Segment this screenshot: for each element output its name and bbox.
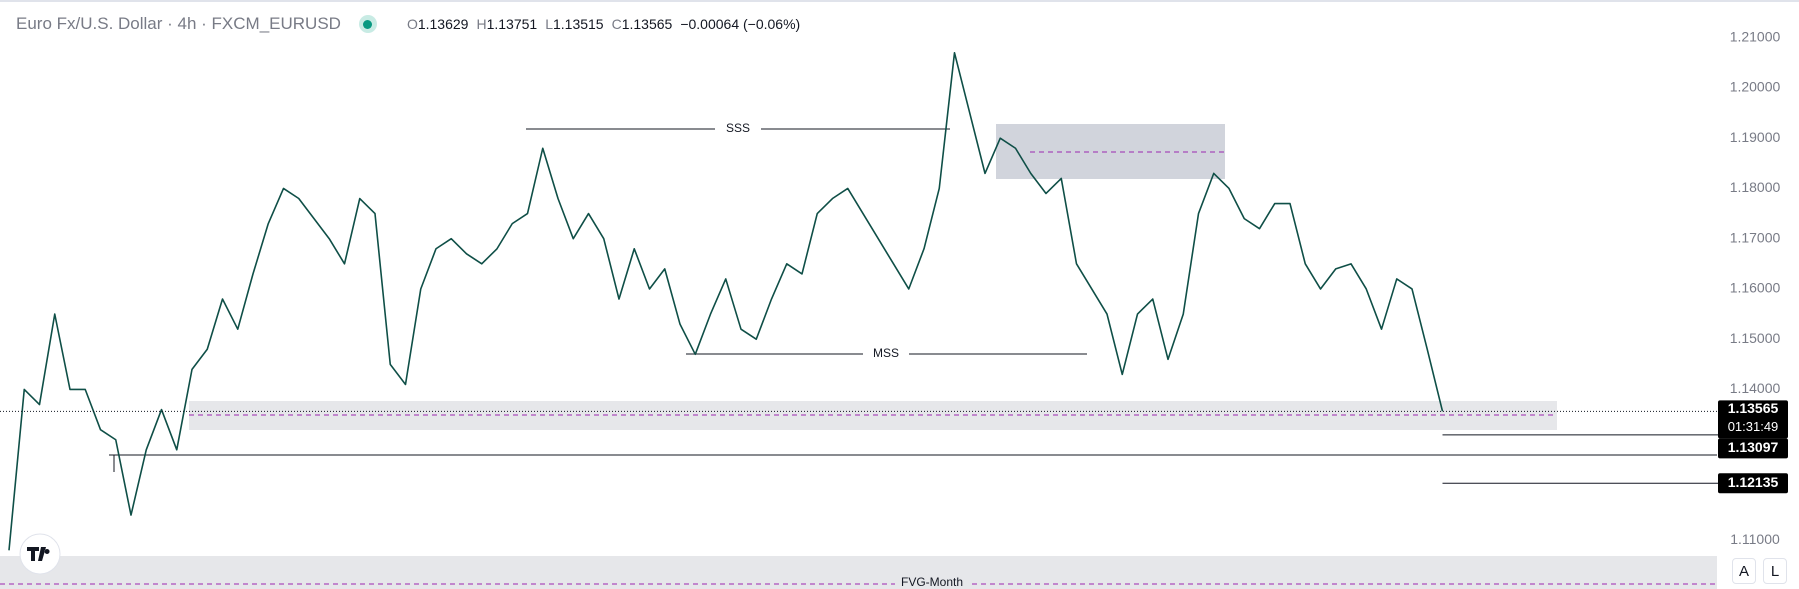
ohlc-value: 1.13751 — [486, 16, 538, 32]
symbol: Euro Fx/U.S. Dollar · 4h · FXCM_EURUSD — [16, 14, 341, 33]
y-tick-label: 1.14000 — [1730, 380, 1781, 396]
level-badge — [1718, 438, 1788, 459]
ohlc-change: −0.00064 (−0.06%) — [680, 16, 801, 32]
log-button[interactable]: L — [1763, 558, 1787, 584]
ohlc-value: 1.13515 — [552, 16, 604, 32]
ohlc-key: C — [611, 16, 622, 32]
status — [358, 15, 377, 33]
y-tick-label: 1.16000 — [1730, 280, 1781, 296]
annotation: SSS — [726, 121, 750, 135]
ohlc-key: O — [406, 16, 418, 32]
ohlc-key: L — [545, 16, 553, 32]
y-tick-label: 1.15000 — [1730, 330, 1781, 346]
price-badge — [1718, 400, 1788, 439]
y-tick-label: 1.20000 — [1730, 79, 1781, 95]
label-bg — [715, 121, 761, 137]
label-bg — [895, 576, 969, 589]
last-price-label: 1.13565 — [1728, 400, 1779, 416]
logo-mark — [27, 547, 50, 561]
auto-button[interactable]: A — [1732, 558, 1756, 584]
label-bg — [863, 346, 909, 362]
annotation: MSS — [873, 346, 899, 360]
annotation: FVG-Month — [901, 575, 963, 589]
y-tick-label: 1.11000 — [1730, 531, 1780, 547]
ohlc: O1.13629 H1.13751 L1.13515 C1.13565 −0.00064… — [407, 16, 800, 32]
level-label: 1.13097 — [1728, 439, 1779, 455]
ohlc-key: H — [476, 16, 487, 32]
price-line — [8, 51, 1444, 551]
header: Euro Fx/U.S. Dollar · 4h · FXCM_EURUSD O… — [16, 14, 800, 34]
level-label: 1.12135 — [1728, 474, 1779, 490]
level-badge — [1718, 473, 1788, 494]
countdown: 01:31:49 — [1728, 419, 1779, 434]
y-tick-label: 1.21000 — [1730, 28, 1781, 44]
y-tick-label: 1.18000 — [1730, 179, 1781, 195]
y-tick-label: 1.19000 — [1730, 129, 1781, 145]
ohlc-value: 1.13565 — [621, 16, 673, 32]
y-tick-label: 1.17000 — [1730, 229, 1781, 245]
ohlc-value: 1.13629 — [417, 16, 469, 32]
